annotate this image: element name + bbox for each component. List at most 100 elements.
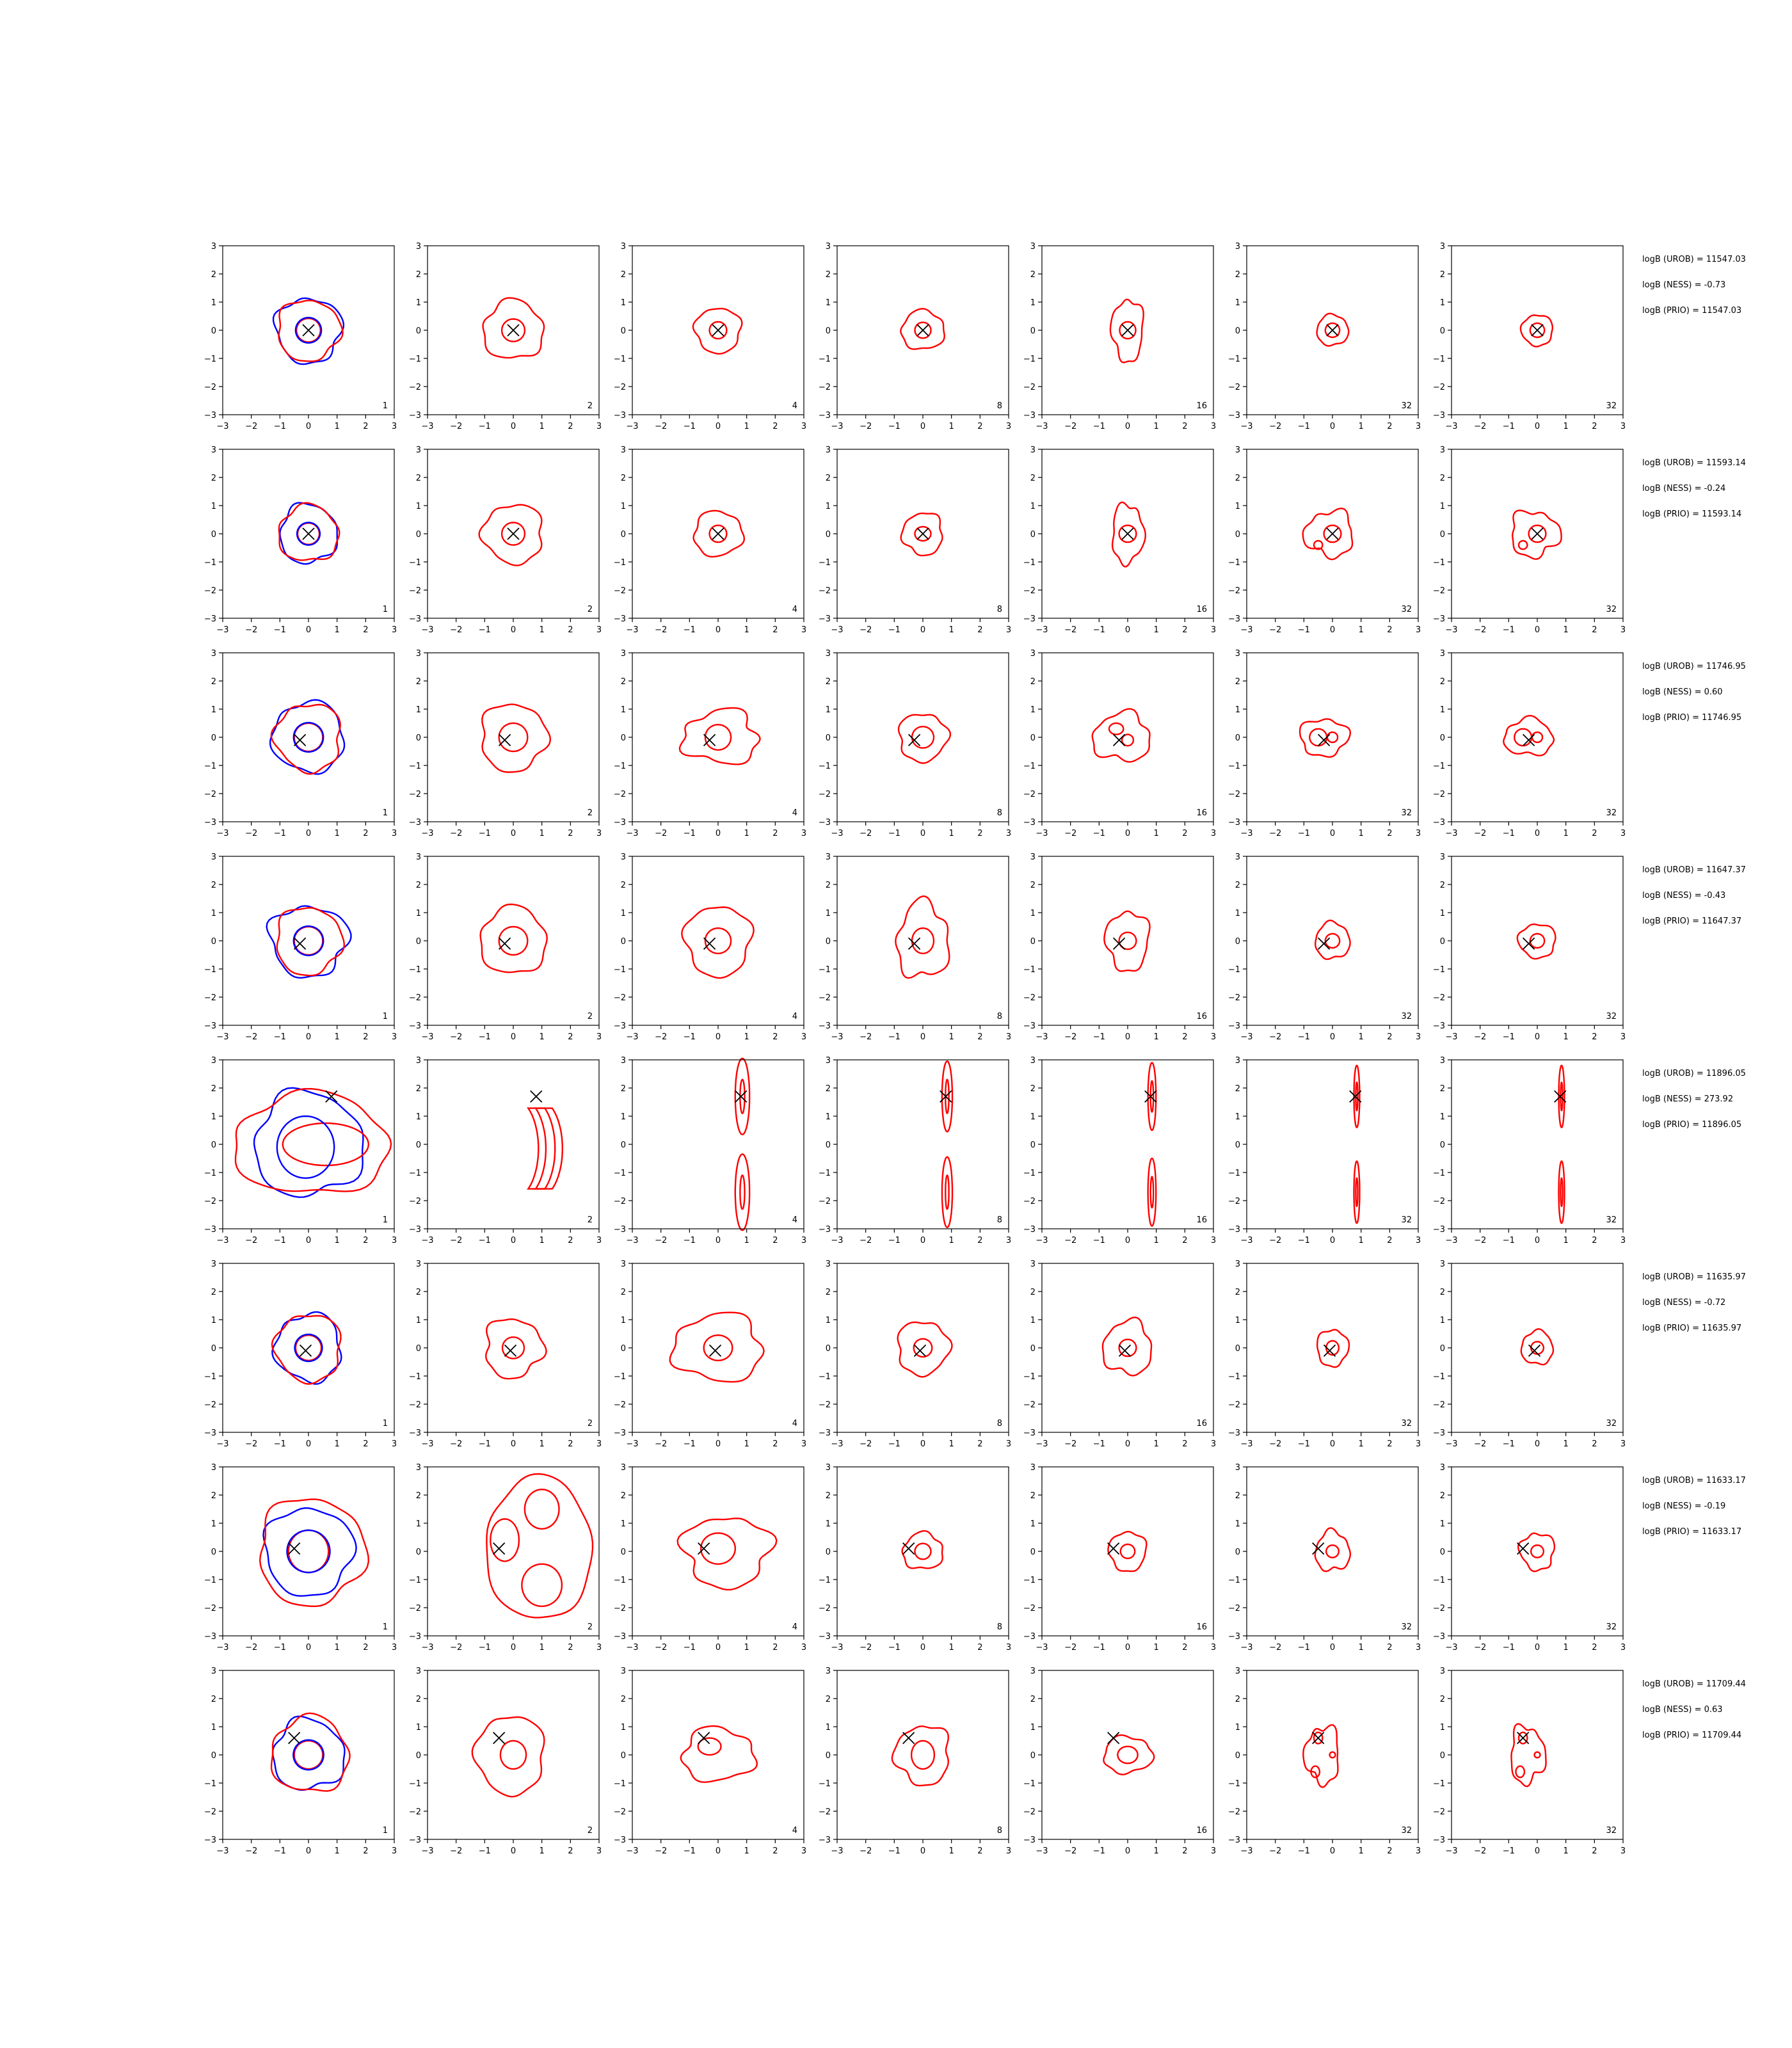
- y-tick-label: 2: [621, 1695, 626, 1704]
- y-tick-label: −1: [204, 558, 216, 568]
- y-tick-label: −2: [1228, 790, 1240, 799]
- y-tick-label: −2: [1228, 383, 1240, 392]
- y-tick-label: −3: [819, 1021, 831, 1031]
- y-tick-label: −3: [1023, 1428, 1036, 1438]
- y-tick-label: −2: [1433, 1400, 1445, 1410]
- panel-step-label: 4: [792, 1622, 797, 1632]
- y-tick-label: 3: [416, 649, 421, 659]
- x-tick-label: −2: [450, 1236, 462, 1245]
- y-tick-label: 0: [1440, 1344, 1445, 1354]
- contour-line: [1101, 1316, 1153, 1377]
- y-tick-label: −2: [204, 993, 216, 1003]
- contour-line: [1309, 728, 1328, 747]
- true-parameter-marker: [507, 324, 520, 337]
- x-tick-label: 0: [306, 1846, 311, 1856]
- x-tick-label: 0: [1535, 422, 1540, 431]
- x-tick-label: −2: [1269, 829, 1281, 838]
- y-tick-label: −3: [1433, 1836, 1445, 1845]
- x-tick-label: −1: [888, 1643, 900, 1652]
- x-tick-label: −2: [1064, 1032, 1076, 1042]
- logb-annotation: logB (NESS) = 273.92: [1642, 1094, 1734, 1104]
- x-tick-label: −1: [1298, 1236, 1310, 1245]
- contour-line: [1118, 931, 1137, 950]
- true-parameter-marker: [498, 937, 511, 950]
- y-tick-label: −2: [614, 1604, 626, 1613]
- contour-line: [501, 1336, 525, 1359]
- x-tick-label: −2: [245, 829, 257, 838]
- x-tick-label: 1: [1564, 1032, 1569, 1042]
- x-tick-label: 1: [540, 1439, 545, 1449]
- x-tick-label: 1: [744, 1643, 749, 1652]
- y-tick-label: −1: [204, 1576, 216, 1585]
- y-tick-label: −3: [1433, 1225, 1445, 1235]
- contour-line: [692, 307, 743, 355]
- contour-line: [1503, 715, 1555, 756]
- x-tick-label: −1: [1093, 829, 1105, 838]
- y-tick-label: 2: [621, 881, 626, 890]
- y-tick-label: −3: [1433, 1632, 1445, 1642]
- contour-line: [486, 1473, 594, 1619]
- x-tick-label: 0: [1125, 422, 1130, 431]
- x-tick-label: 2: [363, 1236, 368, 1245]
- true-parameter-marker: [698, 1731, 710, 1745]
- x-tick-label: 2: [363, 1846, 368, 1856]
- x-tick-label: 1: [1359, 1846, 1364, 1856]
- panel-r1-c2: −3−3 −2 −2 −1 −1 0 0 1 1 2 2 3 3 2: [409, 242, 602, 431]
- contour-line: [1302, 1724, 1339, 1788]
- y-tick-label: −1: [819, 1779, 831, 1789]
- x-tick-label: 0: [716, 1236, 721, 1245]
- true-parameter-marker: [288, 1542, 301, 1555]
- panel-step-label: 32: [1606, 1622, 1617, 1632]
- x-tick-label: −2: [450, 625, 462, 635]
- y-tick-label: −3: [1228, 818, 1240, 828]
- logb-annotation: logB (PRIO) = 11647.37: [1642, 916, 1742, 926]
- contour-line: [287, 1529, 330, 1574]
- y-tick-label: −2: [614, 586, 626, 596]
- panel-step-label: 8: [997, 1622, 1002, 1632]
- logb-annotation: logB (PRIO) = 11635.97: [1642, 1324, 1742, 1333]
- y-tick-label: 1: [416, 298, 421, 308]
- panel-step-label: 2: [588, 1826, 593, 1836]
- contour-line: [1353, 1160, 1361, 1224]
- x-tick-label: 3: [1006, 1439, 1011, 1449]
- y-tick-label: −3: [204, 614, 216, 624]
- y-tick-label: 3: [1235, 1463, 1240, 1473]
- panel-r5-c6: −3−3 −2 −2 −1 −1 0 0 1 1 2 2 3 3 32: [1228, 1056, 1421, 1245]
- panel-r4-c1: −3−3 −2 −2 −1 −1 0 0 1 1 2 2 3 3 1: [204, 852, 397, 1042]
- y-tick-label: −1: [1228, 1576, 1240, 1585]
- logb-annotation: logB (NESS) = -0.72: [1642, 1298, 1726, 1308]
- y-tick-label: 3: [211, 445, 216, 455]
- y-tick-label: 0: [1440, 1140, 1445, 1150]
- contour-line: [479, 903, 548, 973]
- x-tick-label: 0: [1535, 625, 1540, 635]
- true-parameter-marker: [1326, 527, 1339, 540]
- true-parameter-marker: [493, 1731, 506, 1745]
- contour-line: [734, 1153, 751, 1231]
- y-tick-label: −3: [1228, 1428, 1240, 1438]
- x-tick-label: 1: [1359, 829, 1364, 838]
- x-tick-label: 0: [1330, 422, 1335, 431]
- y-tick-label: 3: [1440, 649, 1445, 659]
- y-tick-label: 3: [621, 1260, 626, 1269]
- x-tick-label: −3: [421, 1643, 433, 1652]
- x-tick-label: −2: [1269, 1846, 1281, 1856]
- x-tick-label: −3: [1445, 1236, 1457, 1245]
- panel-step-label: 1: [383, 1826, 388, 1836]
- x-tick-label: 2: [772, 1032, 778, 1042]
- x-tick-label: 1: [335, 1643, 340, 1652]
- contour-line: [900, 512, 943, 557]
- axes-frame: [427, 1670, 600, 1840]
- x-tick-label: 1: [335, 1439, 340, 1449]
- contour-line: [739, 1078, 746, 1114]
- y-tick-label: 2: [826, 474, 831, 483]
- x-tick-label: 2: [363, 422, 368, 431]
- x-tick-label: 1: [335, 1236, 340, 1245]
- y-tick-label: 0: [211, 937, 216, 947]
- y-tick-label: 1: [1440, 1112, 1445, 1122]
- x-tick-label: −3: [1445, 1439, 1457, 1449]
- contour-line: [1302, 508, 1354, 561]
- panel-r3-c3: −3−3 −2 −2 −1 −1 0 0 1 1 2 2 3 3 4: [614, 649, 806, 838]
- y-tick-label: −1: [204, 1372, 216, 1382]
- true-parameter-marker: [1528, 1344, 1541, 1357]
